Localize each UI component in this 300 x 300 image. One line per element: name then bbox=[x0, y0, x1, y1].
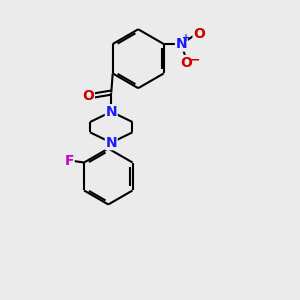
Text: O: O bbox=[180, 56, 192, 70]
Text: F: F bbox=[64, 154, 74, 168]
Text: +: + bbox=[182, 33, 190, 43]
Text: O: O bbox=[82, 88, 94, 103]
Text: N: N bbox=[176, 37, 187, 51]
Text: N: N bbox=[105, 105, 117, 119]
Text: N: N bbox=[105, 136, 117, 150]
Text: −: − bbox=[190, 53, 200, 66]
Text: O: O bbox=[193, 27, 205, 41]
